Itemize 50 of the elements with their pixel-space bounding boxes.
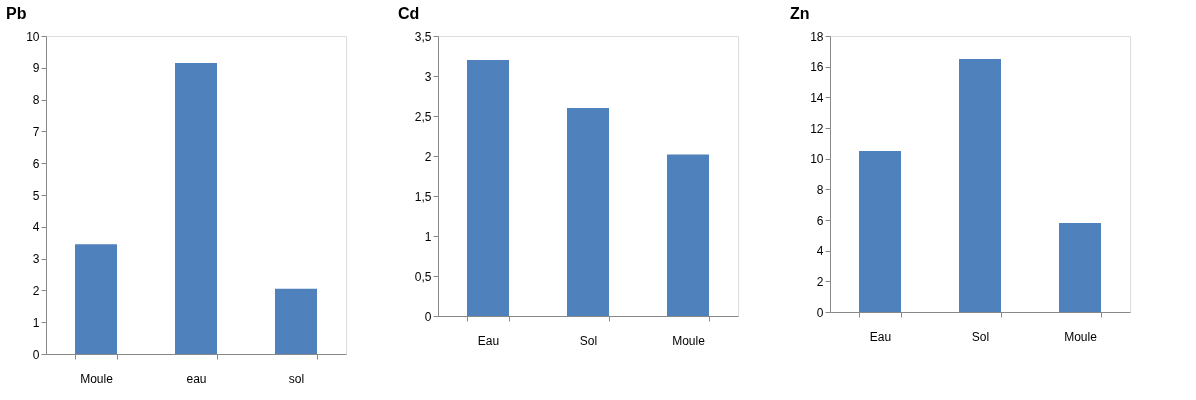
y-tick-label: 8 — [32, 93, 40, 108]
y-tick-label: 2,5 — [414, 109, 432, 124]
bar — [75, 244, 117, 354]
y-tick-label: 4 — [816, 244, 824, 259]
y-tick-label: 3,5 — [414, 29, 432, 44]
x-tick-label: Moule — [672, 333, 706, 348]
chart-title: Pb — [6, 5, 27, 22]
bar — [859, 151, 901, 312]
x-tick-label: Eau — [869, 329, 892, 344]
y-tick-label: 14 — [810, 90, 824, 105]
x-tick-label: Sol — [971, 329, 990, 344]
y-tick-label: 0 — [424, 309, 432, 324]
y-tick-label: 8 — [816, 182, 824, 197]
y-tick-label: 6 — [32, 156, 40, 171]
bar — [959, 59, 1001, 312]
y-tick-label: 9 — [32, 61, 40, 76]
bar — [1059, 223, 1101, 312]
bar — [275, 288, 317, 354]
y-tick-label: 10 — [810, 152, 824, 167]
y-tick-label: 12 — [810, 121, 824, 136]
x-tick-label: Eau — [477, 333, 500, 348]
y-tick-label: 2 — [816, 274, 824, 289]
y-tick-label: 0 — [32, 347, 40, 362]
y-tick-label: 2 — [424, 149, 432, 164]
chart-title: Zn — [790, 5, 810, 22]
bar — [175, 63, 217, 354]
y-tick-label: 5 — [32, 188, 40, 203]
y-tick-label: 10 — [26, 29, 40, 44]
y-tick-label: 1,5 — [414, 189, 432, 204]
x-tick-label: Moule — [1064, 329, 1098, 344]
y-tick-label: 0,5 — [414, 269, 432, 284]
y-tick-label: 18 — [810, 29, 824, 44]
x-tick-label: sol — [288, 371, 305, 386]
y-tick-label: 7 — [32, 124, 40, 139]
chart-title: Cd — [398, 5, 420, 22]
y-tick-label: 16 — [810, 60, 824, 75]
y-tick-label: 1 — [424, 229, 432, 244]
y-tick-label: 2 — [32, 283, 40, 298]
y-tick-label: 6 — [816, 213, 824, 228]
bar — [567, 108, 609, 316]
x-tick-label: eau — [186, 371, 207, 386]
x-tick-label: Moule — [80, 371, 114, 386]
y-tick-label: 3 — [424, 69, 432, 84]
y-tick-label: 4 — [32, 220, 40, 235]
bar — [667, 154, 709, 316]
x-tick-label: Sol — [579, 333, 598, 348]
y-tick-label: 3 — [32, 252, 40, 267]
bar — [467, 60, 509, 316]
y-tick-label: 0 — [816, 305, 824, 320]
y-tick-label: 1 — [32, 315, 40, 330]
